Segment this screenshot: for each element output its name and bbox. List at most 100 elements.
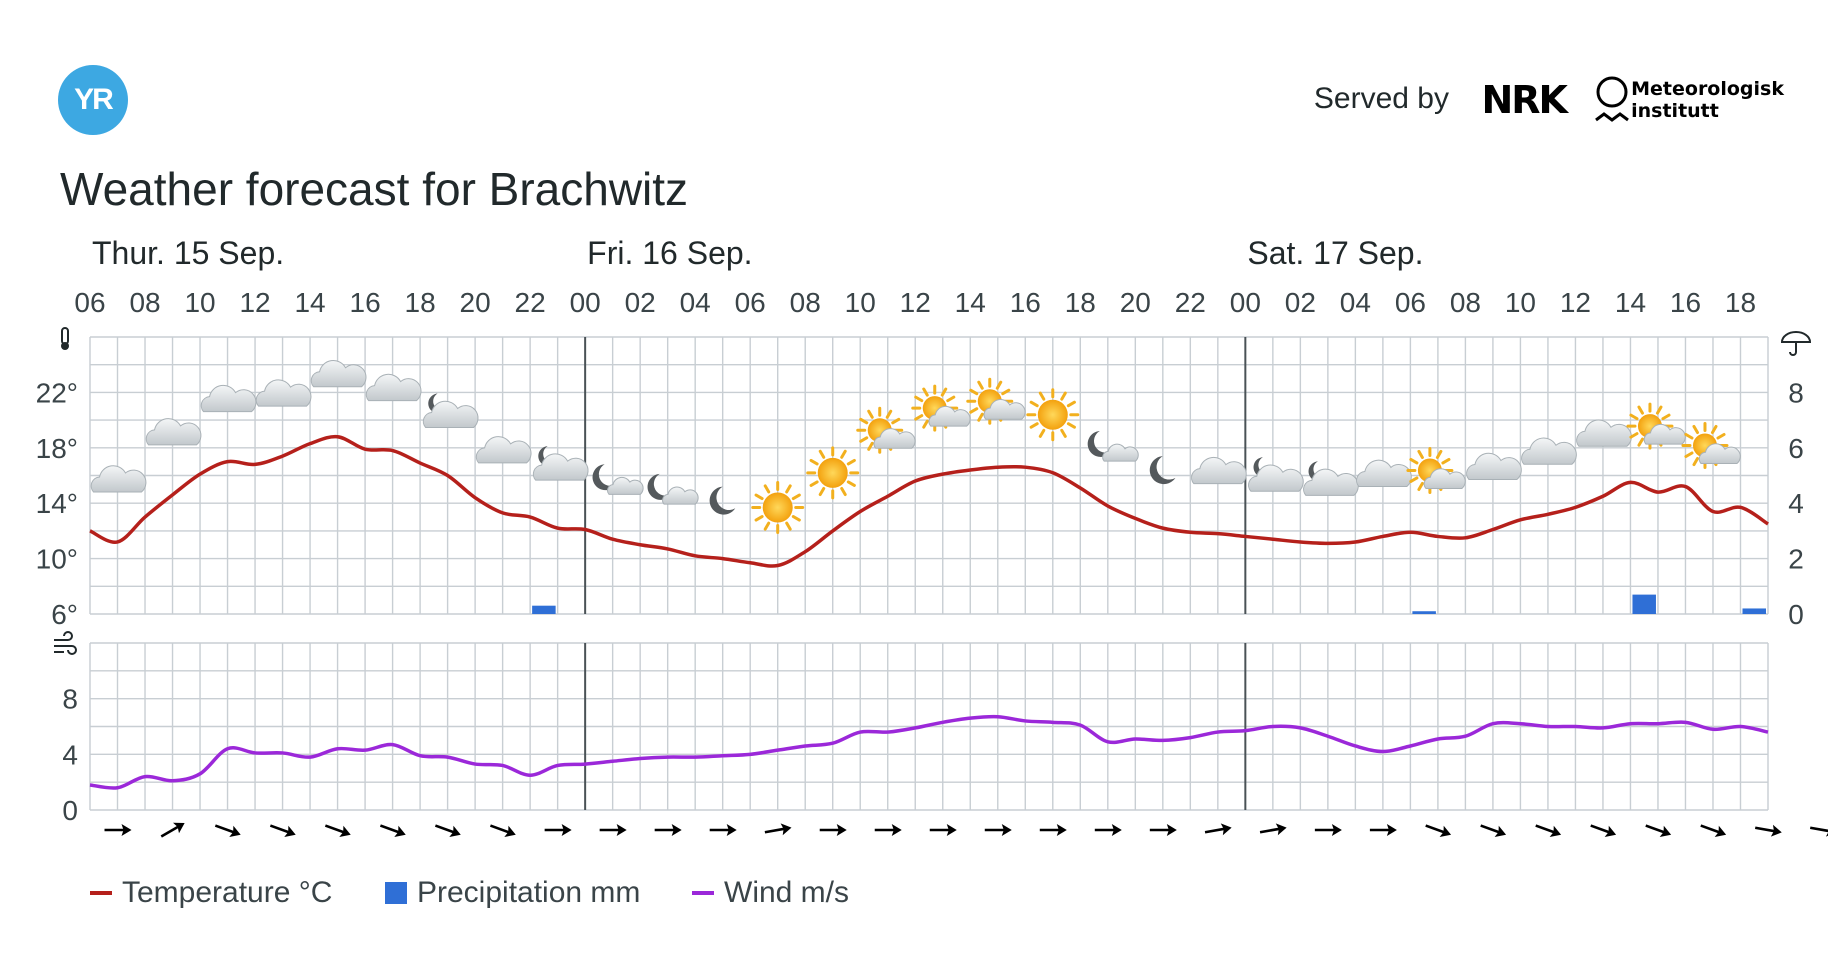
arrow-head bbox=[561, 824, 572, 836]
day-label: Thur. 15 Sep. bbox=[92, 235, 284, 271]
met-institute-logo[interactable]: Meteorologisk institutt bbox=[1631, 78, 1784, 122]
sun-ray bbox=[1629, 413, 1639, 421]
temperature-tick-label: 6° bbox=[51, 599, 78, 630]
wind-arrow-icon bbox=[1700, 824, 1727, 838]
hour-label: 12 bbox=[1560, 287, 1591, 318]
wind-arrow-icon bbox=[1369, 824, 1397, 836]
precipitation-tick-label: 4 bbox=[1788, 488, 1804, 519]
cloud-shape bbox=[365, 373, 422, 402]
precipitation-swatch bbox=[385, 882, 407, 904]
arrow-head bbox=[1549, 825, 1562, 838]
sun-disc bbox=[1037, 399, 1068, 430]
moon-icon bbox=[709, 486, 736, 515]
precipitation-tick-label: 0 bbox=[1788, 599, 1804, 630]
sun-ray bbox=[969, 388, 979, 396]
legend-temperature-label: Temperature °C bbox=[122, 876, 333, 909]
sun-ray bbox=[867, 441, 874, 451]
sun-ray bbox=[1066, 422, 1076, 429]
sun-cloud-icon bbox=[966, 377, 1026, 425]
temperature-line bbox=[89, 434, 1769, 568]
hour-label: 00 bbox=[570, 287, 601, 318]
wind-line bbox=[89, 714, 1769, 790]
cloud-shape bbox=[662, 486, 699, 505]
wind-arrow-icon bbox=[984, 824, 1012, 836]
sun-ray bbox=[754, 493, 764, 501]
sun-cloud-icon bbox=[1626, 402, 1686, 450]
cloud-icon bbox=[1191, 456, 1247, 485]
sun-icon bbox=[1026, 388, 1080, 442]
sun-ray bbox=[1661, 413, 1671, 421]
hour-label: 08 bbox=[129, 287, 160, 318]
hour-label: 14 bbox=[294, 287, 325, 318]
moon-icon bbox=[1149, 456, 1176, 485]
sun-ray bbox=[785, 484, 792, 494]
cloud-icon bbox=[1466, 452, 1522, 481]
axis-icons bbox=[54, 327, 1812, 655]
hour-label: 18 bbox=[1065, 287, 1096, 318]
yr-logo[interactable]: YR bbox=[58, 65, 128, 135]
arrow-head bbox=[946, 824, 957, 836]
cloud-shape bbox=[607, 476, 644, 495]
hour-label: 04 bbox=[680, 287, 711, 318]
sun-ray bbox=[922, 419, 929, 429]
sun-cloud-icon bbox=[856, 406, 916, 454]
sun-ray bbox=[1684, 433, 1694, 440]
cloud-shape bbox=[1698, 443, 1741, 465]
cloud-icon bbox=[90, 465, 147, 493]
sun-ray bbox=[809, 458, 819, 466]
arrow-head bbox=[1386, 824, 1397, 836]
arrow-head bbox=[121, 824, 132, 836]
temperature-tick-label: 18° bbox=[36, 433, 78, 464]
moon-shape bbox=[1087, 430, 1112, 457]
arrow-head bbox=[284, 825, 296, 838]
wind-arrow-icon bbox=[489, 824, 516, 838]
sun-disc bbox=[762, 492, 793, 523]
sun-ray bbox=[1655, 405, 1663, 415]
arrow-head bbox=[172, 822, 185, 834]
wind-arrow-icon bbox=[104, 824, 132, 836]
cloud-icon bbox=[365, 373, 422, 402]
wind-arrow-icon bbox=[709, 824, 737, 836]
wind-arrow-icon bbox=[1204, 823, 1232, 836]
wind-direction-arrows bbox=[104, 822, 1828, 838]
night-partly-icon bbox=[647, 473, 699, 505]
wind-icon-lines bbox=[54, 631, 77, 655]
arrow-head bbox=[836, 824, 847, 836]
cloud-shape bbox=[310, 359, 367, 388]
hour-labels: 06 08 10 12 14 16 18 20 22 00 02 04 06 08 10 12 14 16 18 20… bbox=[74, 287, 1756, 318]
wind-arrow-icon bbox=[1039, 824, 1067, 836]
wind-tick-label: 0 bbox=[62, 795, 78, 826]
sun-ray bbox=[977, 380, 984, 390]
sun-ray bbox=[1001, 388, 1011, 396]
temperature-tick-label: 10° bbox=[36, 544, 78, 575]
wind-arrow-icon bbox=[1590, 824, 1617, 838]
hour-label: 16 bbox=[1010, 287, 1041, 318]
hour-label: 14 bbox=[955, 287, 986, 318]
sun-ray bbox=[1060, 391, 1067, 401]
hour-label: 14 bbox=[1615, 287, 1646, 318]
wind-arrow-icon bbox=[379, 824, 406, 838]
cloud-shape bbox=[255, 379, 312, 407]
precipitation-bar bbox=[532, 605, 556, 614]
wind-arrow-icon bbox=[160, 822, 185, 838]
hour-label: 16 bbox=[1670, 287, 1701, 318]
sun-ray bbox=[1716, 433, 1726, 440]
night-partly-icon bbox=[592, 464, 644, 495]
sun-ray bbox=[1409, 476, 1419, 483]
sun-cloud-icon bbox=[1406, 446, 1466, 494]
hour-label: 16 bbox=[350, 287, 381, 318]
sun-ray bbox=[995, 380, 1003, 390]
sun-ray bbox=[1029, 400, 1039, 408]
hour-label: 02 bbox=[625, 287, 656, 318]
hour-label: 02 bbox=[1285, 287, 1316, 318]
sun-ray bbox=[1038, 391, 1046, 401]
umbrella-icon bbox=[1780, 331, 1812, 356]
cloud-shape bbox=[532, 453, 589, 481]
sun-ray bbox=[846, 458, 856, 466]
nrk-logo[interactable]: NRK bbox=[1481, 78, 1568, 122]
precipitation-bar bbox=[1632, 594, 1656, 614]
temperature-series bbox=[89, 434, 1769, 568]
cloud-shape bbox=[200, 384, 257, 413]
sun-ray bbox=[1692, 457, 1699, 467]
logo-text: YR bbox=[74, 83, 114, 116]
